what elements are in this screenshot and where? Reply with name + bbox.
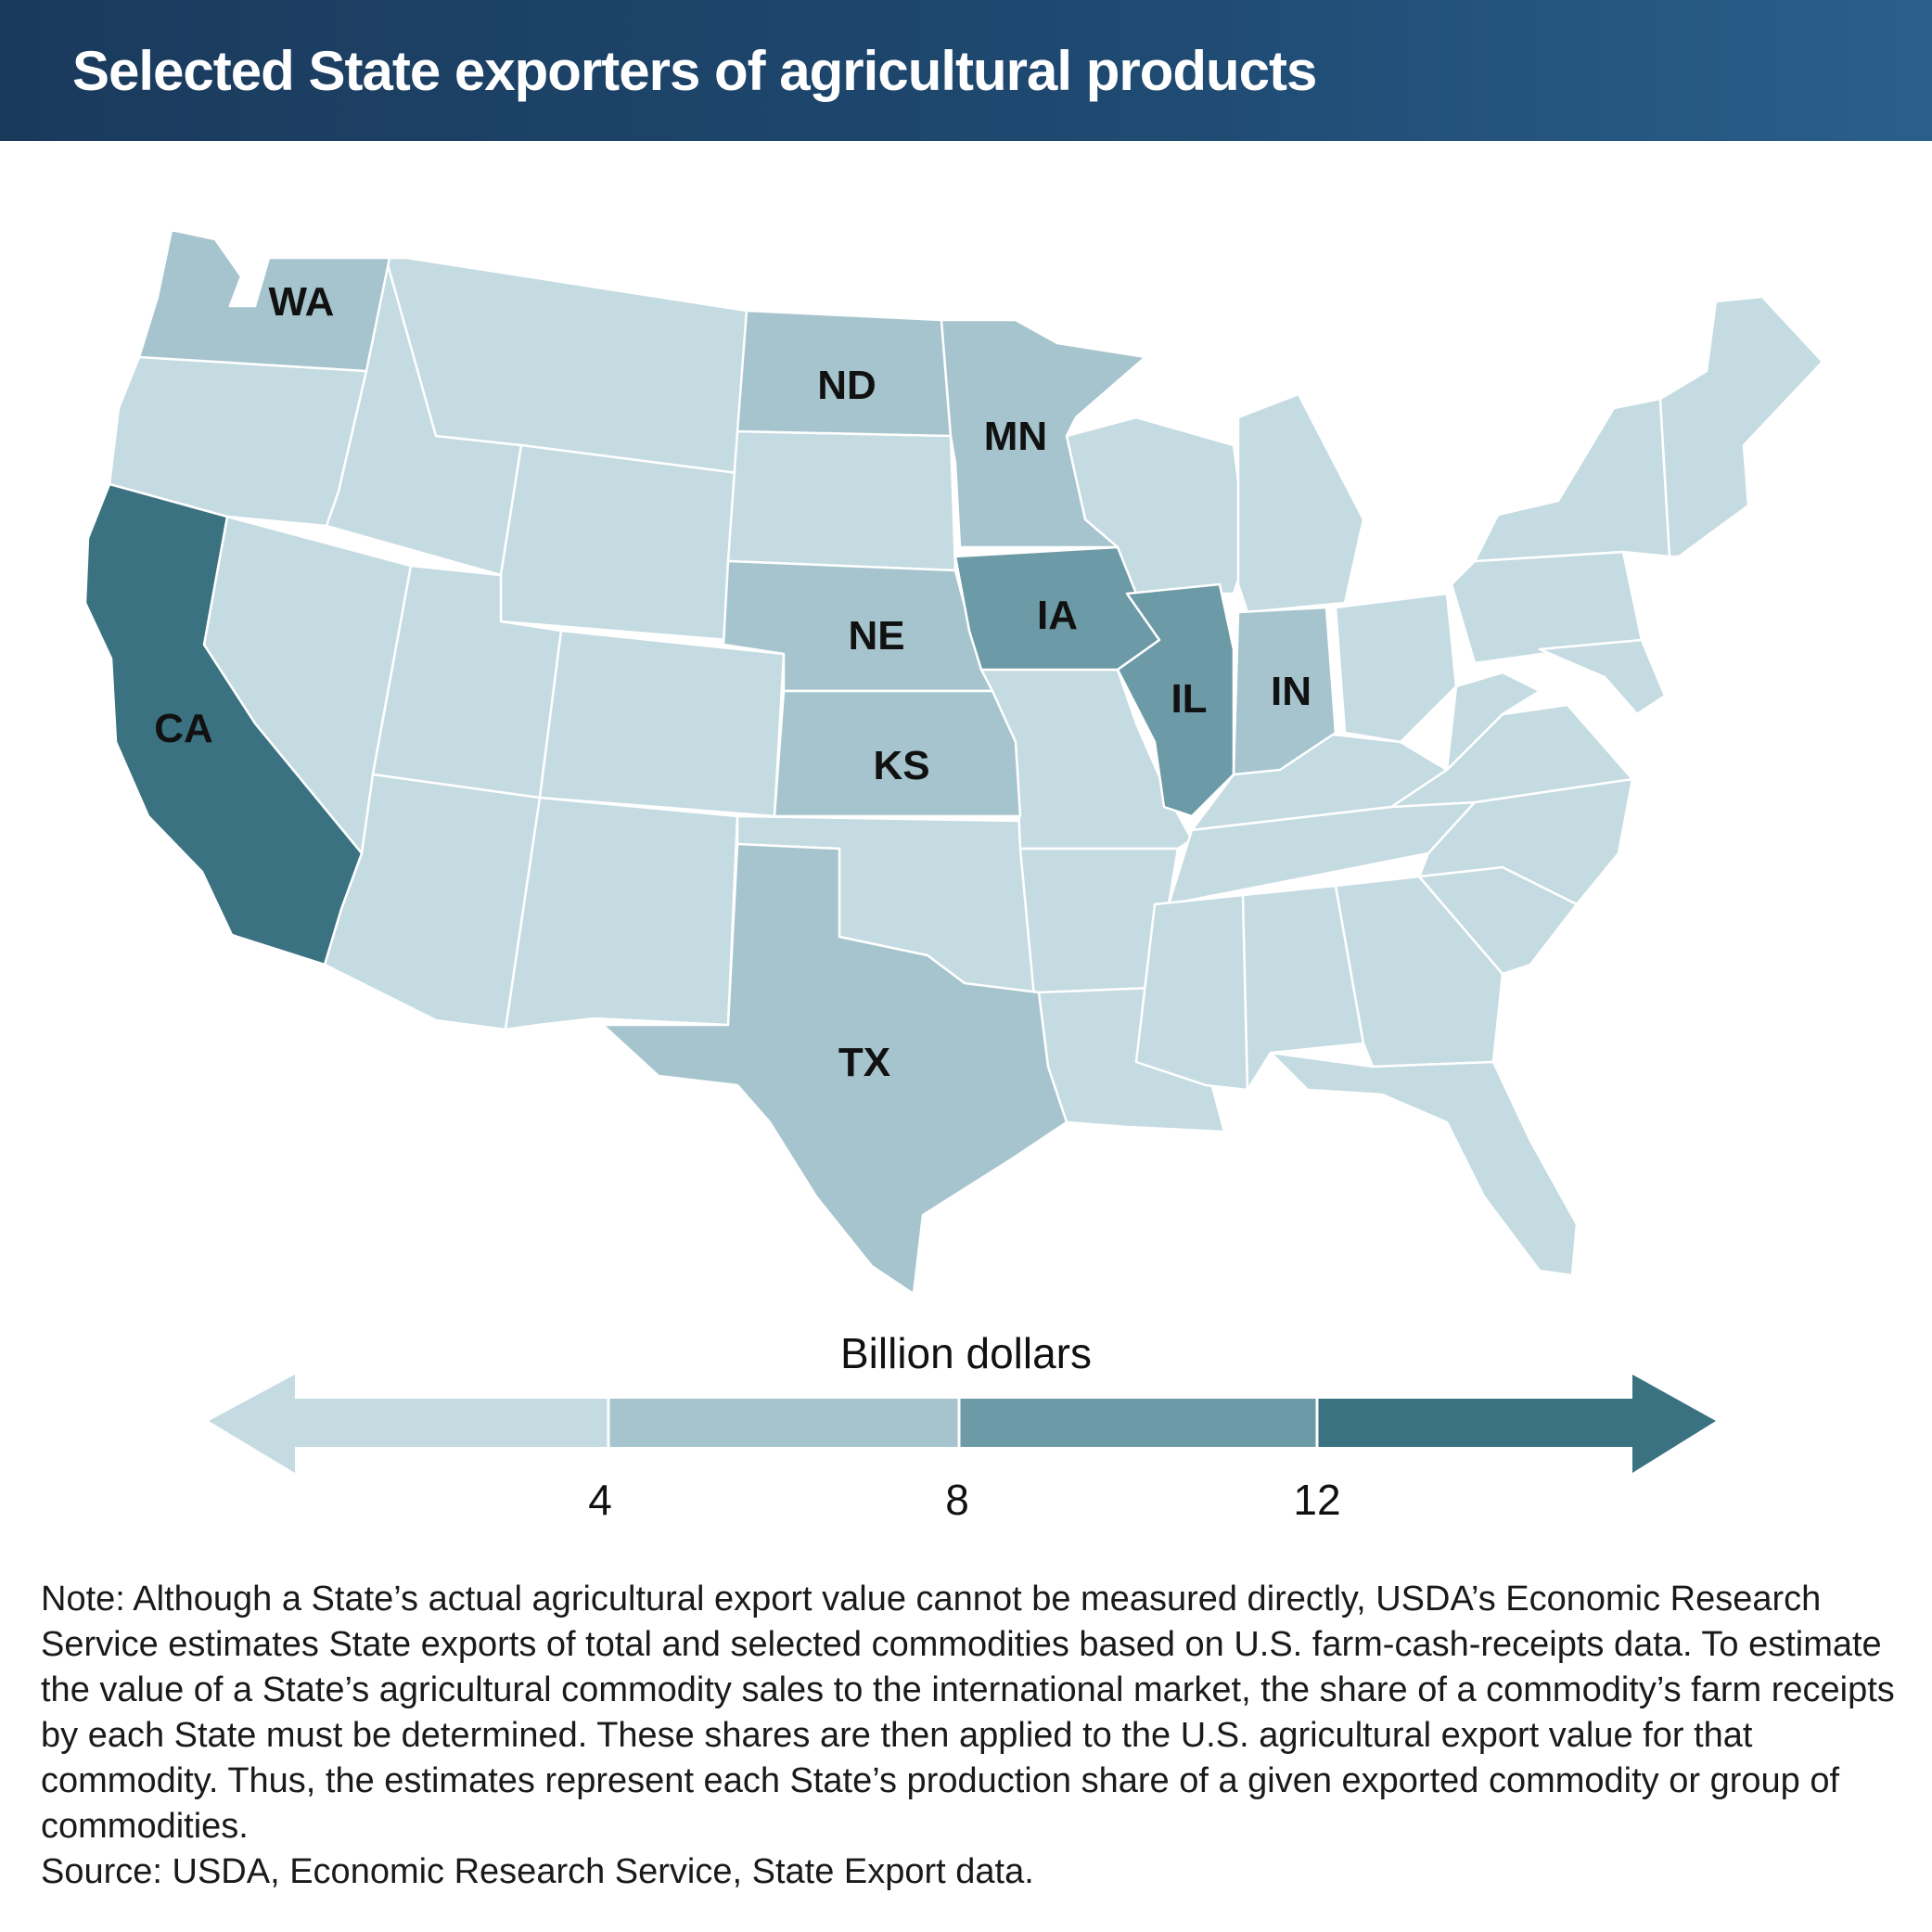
state-tx (601, 842, 1068, 1296)
legend-title: Billion dollars (839, 1329, 1092, 1377)
legend-tick-8: 8 (945, 1476, 969, 1524)
legend-bin-3 (959, 1399, 1317, 1447)
state-ks (773, 689, 1022, 818)
legend-arrow-right (1317, 1375, 1716, 1473)
legend-tick-4: 4 (588, 1476, 612, 1524)
state-ca (83, 482, 364, 966)
state-in (1232, 606, 1337, 776)
source-text: Source: USDA, Economic Research Service,… (41, 1852, 1034, 1891)
label-mn: MN (984, 414, 1047, 459)
label-il: IL (1171, 676, 1207, 722)
state-wa (137, 228, 391, 373)
legend-arrow-left (209, 1375, 608, 1473)
state-ms (1134, 893, 1249, 1092)
state-ny (1473, 397, 1671, 563)
state-mi (1236, 392, 1365, 614)
legend-tick-12: 12 (1293, 1476, 1341, 1524)
state-md-de-nj (1538, 638, 1667, 716)
footnote: Note: Although a State’s actual agricult… (41, 1577, 1905, 1895)
label-wa: WA (269, 279, 335, 325)
state-sd (726, 429, 957, 572)
state-al (1241, 884, 1365, 1092)
label-ne: NE (848, 613, 904, 659)
state-fl (1269, 1051, 1579, 1277)
legend-scale (209, 1375, 1716, 1473)
page-title: Selected State exporters of agricultural… (72, 40, 1317, 102)
state-new-england (1658, 295, 1824, 558)
state-pa (1450, 550, 1644, 665)
state-oh (1334, 592, 1458, 744)
label-tx: TX (838, 1040, 890, 1085)
state-wy (499, 443, 739, 642)
label-nd: ND (817, 363, 876, 408)
state-il (1116, 582, 1235, 818)
label-in: IN (1271, 669, 1311, 714)
us-choropleth-map: WA ND MN NE KS TX IN IA IL CA (83, 228, 1824, 1296)
label-ca: CA (154, 706, 213, 751)
note-text: Note: Although a State’s actual agricult… (41, 1580, 1895, 1846)
title-bar: Selected State exporters of agricultural… (0, 0, 1932, 141)
state-mn (940, 318, 1147, 549)
state-wv (1445, 671, 1542, 772)
legend-bin-2 (608, 1399, 959, 1447)
label-ia: IA (1037, 593, 1078, 638)
label-ks: KS (873, 743, 929, 788)
state-co (538, 629, 786, 818)
state-nm (504, 796, 739, 1031)
